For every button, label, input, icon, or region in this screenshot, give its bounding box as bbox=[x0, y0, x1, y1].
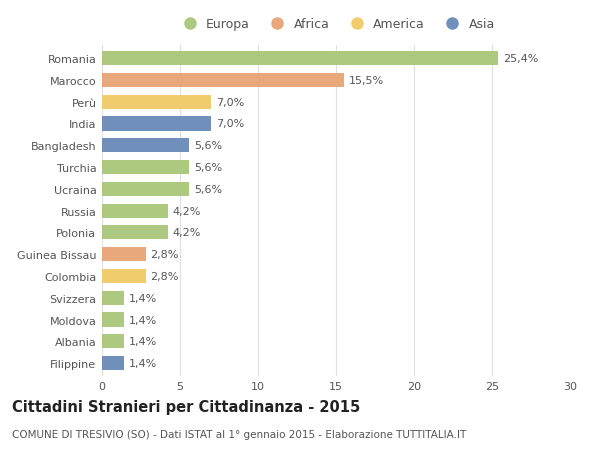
Bar bbox=[102, 139, 190, 153]
Text: 1,4%: 1,4% bbox=[128, 315, 157, 325]
Text: 1,4%: 1,4% bbox=[128, 336, 157, 347]
Text: Cittadini Stranieri per Cittadinanza - 2015: Cittadini Stranieri per Cittadinanza - 2… bbox=[12, 399, 360, 414]
Text: 25,4%: 25,4% bbox=[503, 54, 538, 64]
Text: 1,4%: 1,4% bbox=[128, 293, 157, 303]
Text: 15,5%: 15,5% bbox=[349, 76, 383, 86]
Bar bbox=[102, 95, 211, 110]
Text: COMUNE DI TRESIVIO (SO) - Dati ISTAT al 1° gennaio 2015 - Elaborazione TUTTITALI: COMUNE DI TRESIVIO (SO) - Dati ISTAT al … bbox=[12, 429, 466, 439]
Bar bbox=[102, 313, 124, 327]
Text: 5,6%: 5,6% bbox=[194, 141, 222, 151]
Text: 5,6%: 5,6% bbox=[194, 162, 222, 173]
Text: 7,0%: 7,0% bbox=[216, 119, 244, 129]
Bar bbox=[102, 117, 211, 131]
Bar bbox=[102, 356, 124, 370]
Text: 4,2%: 4,2% bbox=[172, 228, 200, 238]
Bar bbox=[102, 226, 167, 240]
Bar bbox=[102, 161, 190, 175]
Text: 1,4%: 1,4% bbox=[128, 358, 157, 368]
Bar bbox=[102, 52, 498, 66]
Text: 5,6%: 5,6% bbox=[194, 185, 222, 195]
Text: 4,2%: 4,2% bbox=[172, 206, 200, 216]
Bar bbox=[102, 204, 167, 218]
Text: 7,0%: 7,0% bbox=[216, 97, 244, 107]
Text: 2,8%: 2,8% bbox=[151, 250, 179, 260]
Bar bbox=[102, 182, 190, 196]
Legend: Europa, Africa, America, Asia: Europa, Africa, America, Asia bbox=[172, 13, 500, 36]
Bar bbox=[102, 269, 146, 284]
Bar bbox=[102, 73, 344, 88]
Bar bbox=[102, 335, 124, 349]
Bar bbox=[102, 291, 124, 305]
Text: 2,8%: 2,8% bbox=[151, 271, 179, 281]
Bar bbox=[102, 247, 146, 262]
